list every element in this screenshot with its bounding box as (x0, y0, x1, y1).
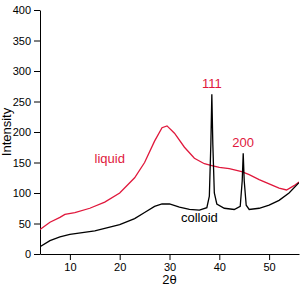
y-tick-mark (34, 71, 40, 72)
y-tick-label: 50 (19, 218, 31, 230)
y-tick-label: 0 (25, 248, 31, 260)
y-tick-mark (34, 254, 40, 255)
x-tick-mark (70, 254, 71, 260)
plot: 10 20 30 40 50 0 50 100 150 200 250 300 350 400 111 200… (13, 4, 300, 273)
y-tick-mark (34, 163, 40, 164)
annotation: colloid (181, 210, 218, 225)
y-tick-label: 200 (13, 126, 31, 138)
chart: 10 20 30 40 50 0 50 100 150 200 250 300 350 400 111 200… (0, 0, 307, 290)
x-tick-mark (219, 254, 220, 260)
x-axis: 10 20 30 40 50 (41, 254, 300, 273)
x-tick: 10 (64, 254, 76, 273)
y-tick: 300 (13, 65, 40, 77)
series-group (40, 94, 299, 247)
x-tick: 20 (114, 254, 126, 273)
x-tick: 40 (214, 254, 226, 273)
y-tick: 150 (13, 157, 40, 169)
y-axis: 0 50 100 150 200 250 300 350 400 (13, 4, 41, 260)
series-line (40, 126, 299, 230)
x-tick-mark (120, 254, 121, 260)
x-tick-label: 50 (263, 261, 275, 273)
annotation: 111 (202, 76, 222, 91)
y-tick-mark (34, 224, 40, 225)
x-axis-title: 2θ (162, 272, 176, 287)
x-tick-label: 40 (214, 261, 226, 273)
y-axis-title: Intensity (0, 107, 14, 156)
x-tick-mark (170, 254, 171, 260)
y-tick-label: 300 (13, 65, 31, 77)
y-tick-mark (34, 10, 40, 11)
x-tick-label: 30 (164, 261, 176, 273)
y-tick-mark (34, 102, 40, 103)
y-tick: 0 (25, 248, 40, 260)
x-tick-label: 10 (64, 261, 76, 273)
y-tick-mark (34, 41, 40, 42)
series-line (40, 94, 299, 247)
y-tick-label: 250 (13, 96, 31, 108)
y-tick-mark (34, 193, 40, 194)
y-tick-label: 150 (13, 157, 31, 169)
y-tick-label: 100 (13, 187, 31, 199)
x-tick: 50 (263, 254, 275, 273)
x-tick-label: 20 (114, 261, 126, 273)
y-tick: 50 (19, 218, 40, 230)
y-tick-mark (34, 132, 40, 133)
y-tick: 250 (13, 96, 40, 108)
y-axis-line (40, 11, 41, 255)
y-tick: 100 (13, 187, 40, 199)
annotation: liquid (95, 151, 125, 166)
y-tick-label: 350 (13, 35, 31, 47)
x-tick-mark (269, 254, 270, 260)
y-tick: 200 (13, 126, 40, 138)
y-tick-label: 400 (13, 4, 31, 16)
x-tick: 30 (164, 254, 176, 273)
y-tick: 400 (13, 4, 40, 16)
annotation: 200 (232, 135, 254, 150)
y-tick: 350 (13, 35, 40, 47)
annotations: 111 200 liquid colloid (95, 76, 255, 225)
